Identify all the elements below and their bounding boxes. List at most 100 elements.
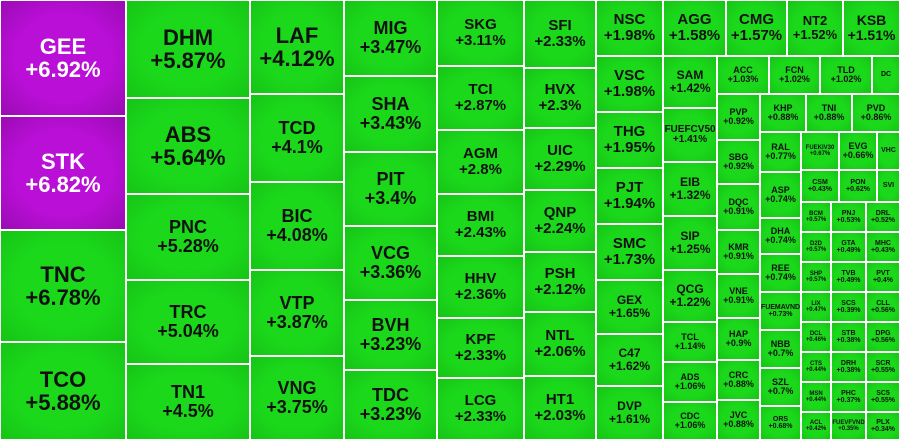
treemap-tile-fcn[interactable]: FCN +1.02%	[769, 56, 820, 94]
treemap-tile-ree[interactable]: REE +0.74%	[760, 254, 801, 292]
treemap-tile-tnc[interactable]: TNC +6.78%	[0, 230, 126, 342]
treemap-tile-pnc[interactable]: PNC +5.28%	[126, 194, 250, 280]
treemap-tile-ntl[interactable]: NTL +2.06%	[524, 312, 596, 376]
treemap-tile-sam[interactable]: SAM +1.42%	[663, 56, 717, 108]
treemap-tile-vhc[interactable]: VHC	[877, 132, 900, 170]
treemap-tile-vsc[interactable]: VSC +1.98%	[596, 56, 663, 112]
treemap-tile-scs[interactable]: SCS +0.39%	[831, 292, 866, 322]
treemap-tile-skg[interactable]: SKG +3.11%	[437, 0, 524, 66]
treemap-tile-tcd[interactable]: TCD +4.1%	[250, 94, 344, 182]
treemap-tile-acl[interactable]: ACL +0.42%	[801, 412, 831, 440]
treemap-tile-tld[interactable]: TLD +1.02%	[820, 56, 872, 94]
treemap-tile-sip[interactable]: SIP +1.25%	[663, 216, 717, 270]
treemap-tile-acc[interactable]: ACC +1.03%	[717, 56, 769, 94]
treemap-tile-pvt[interactable]: PVT +0.4%	[866, 262, 900, 292]
treemap-tile-dvp[interactable]: DVP +1.61%	[596, 386, 663, 440]
treemap-tile-szl[interactable]: SZL +0.7%	[760, 368, 801, 406]
treemap-tile-sc5[interactable]: SC5 +0.55%	[866, 382, 900, 412]
treemap-tile-cmg[interactable]: CMG +1.57%	[726, 0, 787, 56]
treemap-tile-eib[interactable]: EIB +1.32%	[663, 162, 717, 216]
treemap-tile-ht1[interactable]: HT1 +2.03%	[524, 376, 596, 440]
treemap-tile-qcg[interactable]: QCG +1.22%	[663, 270, 717, 322]
treemap-tile-pjt[interactable]: PJT +1.94%	[596, 168, 663, 224]
treemap-tile-bcm[interactable]: BCM +0.57%	[801, 202, 831, 232]
treemap-tile-uic[interactable]: UIC +2.29%	[524, 128, 596, 190]
treemap-tile-bvh[interactable]: BVH +3.23%	[344, 300, 437, 370]
treemap-tile-dhm[interactable]: DHM +5.87%	[126, 0, 250, 98]
treemap-tile-sbg[interactable]: SBG +0.92%	[717, 140, 760, 184]
treemap-tile-pnj[interactable]: PNJ +0.53%	[831, 202, 866, 232]
treemap-tile-fuemavnd[interactable]: FUEMAVND +0.73%	[760, 292, 801, 330]
treemap-tile-drh[interactable]: DRH +0.38%	[831, 352, 866, 382]
treemap-tile-stk[interactable]: STK +6.82%	[0, 116, 126, 230]
treemap-tile-sfi[interactable]: SFI +2.33%	[524, 0, 596, 68]
treemap-tile-smc[interactable]: SMC +1.73%	[596, 224, 663, 280]
treemap-tile-mhc[interactable]: MHC +0.43%	[866, 232, 900, 262]
treemap-tile-stb[interactable]: STB +0.38%	[831, 322, 866, 352]
treemap-tile-asp[interactable]: ASP +0.74%	[760, 172, 801, 218]
treemap-tile-ral[interactable]: RAL +0.77%	[760, 132, 801, 172]
treemap-tile-plx[interactable]: PLX +0.34%	[866, 412, 900, 440]
treemap-tile-khp[interactable]: KHP +0.88%	[760, 94, 806, 132]
treemap-tile-gta[interactable]: GTA +0.49%	[831, 232, 866, 262]
treemap-tile-jvc[interactable]: JVC +0.88%	[717, 400, 760, 440]
treemap-tile-dqc[interactable]: DQC +0.91%	[717, 184, 760, 230]
treemap-tile-abs[interactable]: ABS +5.64%	[126, 98, 250, 194]
treemap-tile-c47[interactable]: C47 +1.62%	[596, 334, 663, 386]
treemap-tile-gex[interactable]: GEX +1.65%	[596, 280, 663, 334]
treemap-tile-tco[interactable]: TCO +5.88%	[0, 342, 126, 440]
treemap-tile-nt2[interactable]: NT2 +1.52%	[787, 0, 843, 56]
treemap-tile-crc[interactable]: CRC +0.88%	[717, 360, 760, 400]
treemap-tile-vcg[interactable]: VCG +3.36%	[344, 226, 437, 300]
treemap-tile-scr[interactable]: SCR +0.55%	[866, 352, 900, 382]
treemap-tile-dpg[interactable]: DPG +0.56%	[866, 322, 900, 352]
treemap-tile-pit[interactable]: PIT +3.4%	[344, 152, 437, 226]
treemap-tile-hvx[interactable]: HVX +2.3%	[524, 68, 596, 128]
treemap-tile-sha[interactable]: SHA +3.43%	[344, 76, 437, 152]
treemap-tile-tcl[interactable]: TCL +1.14%	[663, 322, 717, 362]
treemap-tile-tni[interactable]: TNI +0.88%	[806, 94, 852, 132]
treemap-tile-nbb[interactable]: NBB +0.7%	[760, 330, 801, 368]
treemap-tile-cll[interactable]: CLL +0.56%	[866, 292, 900, 322]
treemap-tile-lcg[interactable]: LCG +2.33%	[437, 378, 524, 440]
treemap-tile-csm[interactable]: CSM +0.43%	[801, 170, 839, 202]
treemap-tile-bic[interactable]: BIC +4.08%	[250, 182, 344, 270]
treemap-tile-qnp[interactable]: QNP +2.24%	[524, 190, 596, 252]
treemap-tile-lix[interactable]: LIX +0.47%	[801, 292, 831, 322]
treemap-tile-fuefcv50[interactable]: FUEFCV50 +1.41%	[663, 108, 717, 162]
treemap-tile-nsc[interactable]: NSC +1.98%	[596, 0, 663, 56]
treemap-tile-hap[interactable]: HAP +0.9%	[717, 318, 760, 360]
treemap-tile-ads[interactable]: ADS +1.06%	[663, 362, 717, 402]
treemap-tile-cdc[interactable]: CDC +1.06%	[663, 402, 717, 440]
treemap-tile-phc[interactable]: PHC +0.37%	[831, 382, 866, 412]
treemap-tile-tci[interactable]: TCI +2.87%	[437, 66, 524, 130]
treemap-tile-svi[interactable]: SVI	[877, 170, 900, 202]
treemap-tile-evg[interactable]: EVG +0.66%	[839, 132, 877, 170]
treemap-tile-ors[interactable]: ORS +0.68%	[760, 406, 801, 440]
treemap-tile-tvb[interactable]: TVB +0.49%	[831, 262, 866, 292]
treemap-tile-bmi[interactable]: BMI +2.43%	[437, 194, 524, 256]
treemap-tile-gee[interactable]: GEE +6.92%	[0, 0, 126, 116]
treemap-tile-drl[interactable]: DRL +0.52%	[866, 202, 900, 232]
treemap-tile-psh[interactable]: PSH +2.12%	[524, 252, 596, 312]
treemap-tile-laf[interactable]: LAF +4.12%	[250, 0, 344, 94]
treemap-tile-dha[interactable]: DHA +0.74%	[760, 218, 801, 254]
treemap-tile-msn[interactable]: MSN +0.44%	[801, 382, 831, 412]
treemap-tile-thg[interactable]: THG +1.95%	[596, 112, 663, 168]
treemap-tile-cts[interactable]: CTS +0.44%	[801, 352, 831, 382]
treemap-tile-mig[interactable]: MIG +3.47%	[344, 0, 437, 76]
treemap-tile-fuekiv30[interactable]: FUEKIV30 +0.67%	[801, 132, 839, 170]
treemap-tile-d2d[interactable]: D2D +0.57%	[801, 232, 831, 262]
treemap-tile-kmr[interactable]: KMR +0.91%	[717, 230, 760, 274]
treemap-tile-pon[interactable]: PON +0.62%	[839, 170, 877, 202]
treemap-tile-kpf[interactable]: KPF +2.33%	[437, 318, 524, 378]
treemap-tile-dc[interactable]: DC	[872, 56, 900, 94]
treemap-tile-tn1[interactable]: TN1 +4.5%	[126, 364, 250, 440]
treemap-tile-trc[interactable]: TRC +5.04%	[126, 280, 250, 364]
treemap-tile-dcl[interactable]: DCL +0.46%	[801, 322, 831, 352]
treemap-tile-hhv[interactable]: HHV +2.36%	[437, 256, 524, 318]
treemap-tile-ksb[interactable]: KSB +1.51%	[843, 0, 900, 56]
treemap-tile-pvd[interactable]: PVD +0.86%	[852, 94, 900, 132]
treemap-tile-tdc[interactable]: TDC +3.23%	[344, 370, 437, 440]
treemap-tile-agm[interactable]: AGM +2.8%	[437, 130, 524, 194]
